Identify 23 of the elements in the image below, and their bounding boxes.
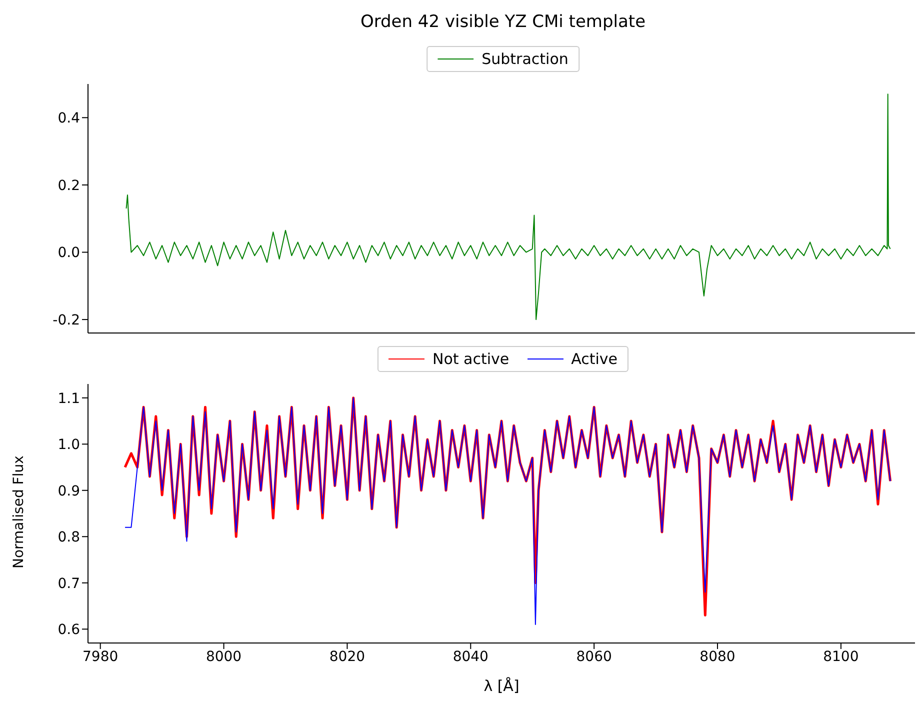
y-tick-label: 0.6 xyxy=(58,622,80,638)
y-tick-label: 0.8 xyxy=(58,530,80,546)
y-tick-label: 0.9 xyxy=(58,483,80,500)
y-tick-label: 1.1 xyxy=(58,390,80,407)
x-tick-label: 8100 xyxy=(823,648,859,665)
y-tick-label: 1.0 xyxy=(58,437,80,454)
y-axis-title: Normalised Flux xyxy=(10,456,27,568)
y-tick-label: 0.7 xyxy=(58,576,80,592)
x-tick-label: 8060 xyxy=(576,648,612,665)
x-tick-label: 8020 xyxy=(329,648,366,665)
x-axis-title: λ [Å] xyxy=(484,677,520,695)
y-tick-label: 0.0 xyxy=(58,245,80,262)
legend-label: Subtraction xyxy=(482,50,568,68)
x-tick-label: 8000 xyxy=(206,648,242,665)
legend-label: Active xyxy=(571,350,618,368)
y-tick-label: 0.4 xyxy=(58,110,80,127)
x-tick-label: 8040 xyxy=(452,648,488,665)
y-tick-label: 0.2 xyxy=(58,178,80,194)
x-tick-label: 8080 xyxy=(700,648,736,665)
legend-label: Not active xyxy=(432,350,510,368)
x-tick-label: 7980 xyxy=(82,648,118,665)
chart-title: Orden 42 visible YZ CMi template xyxy=(359,12,647,32)
y-tick-label: -0.2 xyxy=(52,312,80,329)
